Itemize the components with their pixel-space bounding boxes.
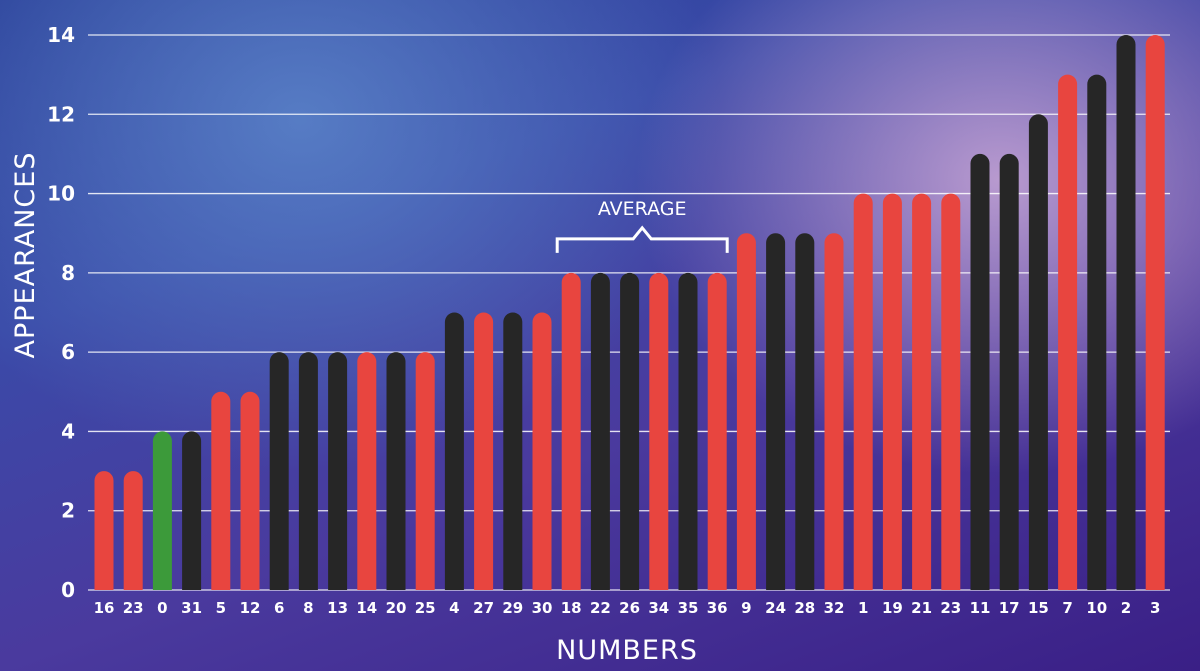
bar (415, 352, 435, 590)
x-tick-label: 12 (240, 599, 261, 617)
bar (444, 312, 464, 590)
x-tick-label: 11 (970, 599, 991, 617)
bar (386, 352, 406, 590)
bar (1145, 35, 1165, 591)
bar (824, 233, 844, 590)
y-tick-label: 14 (47, 23, 75, 47)
bar (620, 272, 640, 590)
x-tick-label: 25 (415, 599, 436, 617)
bar (853, 193, 873, 591)
x-tick-label: 23 (940, 599, 961, 617)
y-tick-label: 8 (61, 261, 75, 285)
x-axis-ticks: 16 23 0 31 5 12 6 8 13 14 20 25 4 27 29 30 18 22 26 34 35 36 9… (94, 599, 1161, 617)
x-tick-label: 0 (157, 599, 167, 617)
bar (182, 431, 202, 590)
x-tick-label: 15 (1028, 599, 1049, 617)
x-tick-label: 26 (619, 599, 640, 617)
x-tick-label: 2 (1121, 599, 1131, 617)
average-bracket (555, 225, 729, 253)
x-tick-label: 36 (707, 599, 728, 617)
y-tick-label: 12 (47, 102, 75, 126)
x-tick-label: 1 (858, 599, 868, 617)
bar (152, 431, 172, 590)
bar (882, 193, 902, 591)
bar (912, 193, 932, 591)
x-axis-title: NUMBERS (556, 635, 698, 666)
x-tick-label: 28 (794, 599, 815, 617)
bar (649, 272, 669, 590)
bar (766, 233, 786, 590)
bar (474, 312, 494, 590)
y-tick-label: 4 (61, 419, 75, 443)
bar (736, 233, 756, 590)
bar (999, 153, 1019, 590)
bar (707, 272, 727, 590)
x-tick-label: 14 (356, 599, 377, 617)
bar (561, 272, 581, 590)
average-label: AVERAGE (598, 198, 687, 220)
bar (1058, 74, 1078, 590)
bar (240, 391, 260, 590)
x-tick-label: 24 (765, 599, 786, 617)
bar (970, 153, 990, 590)
x-tick-label: 21 (911, 599, 932, 617)
bar (678, 272, 698, 590)
x-tick-label: 27 (473, 599, 494, 617)
bar (1087, 74, 1107, 590)
x-tick-label: 16 (94, 599, 115, 617)
x-tick-label: 20 (386, 599, 407, 617)
x-tick-label: 9 (741, 599, 751, 617)
x-tick-label: 18 (561, 599, 582, 617)
bar (1116, 35, 1136, 591)
y-axis-title: APPEARANCES (10, 152, 41, 359)
x-tick-label: 35 (678, 599, 699, 617)
x-tick-label: 30 (532, 599, 553, 617)
bar (532, 312, 552, 590)
bar (795, 233, 815, 590)
x-tick-label: 17 (999, 599, 1020, 617)
bar (941, 193, 961, 591)
average-annotation: AVERAGE (555, 198, 729, 253)
y-tick-label: 10 (47, 182, 75, 206)
x-tick-label: 31 (181, 599, 202, 617)
bar (94, 471, 114, 590)
x-tick-label: 23 (123, 599, 144, 617)
x-tick-label: 4 (449, 599, 459, 617)
x-tick-label: 6 (274, 599, 284, 617)
x-tick-label: 22 (590, 599, 611, 617)
x-tick-label: 13 (327, 599, 348, 617)
x-tick-label: 10 (1086, 599, 1107, 617)
x-tick-label: 29 (502, 599, 523, 617)
bar (298, 352, 318, 590)
x-tick-label: 19 (882, 599, 903, 617)
bar (328, 352, 348, 590)
y-tick-label: 0 (61, 578, 75, 602)
x-tick-label: 32 (824, 599, 845, 617)
x-tick-label: 34 (648, 599, 669, 617)
bar (211, 391, 231, 590)
y-tick-label: 6 (61, 340, 75, 364)
bar (357, 352, 377, 590)
bar (590, 272, 610, 590)
bars (94, 35, 1165, 591)
x-tick-label: 7 (1062, 599, 1072, 617)
bar (123, 471, 143, 590)
y-tick-label: 2 (61, 499, 75, 523)
bar (503, 312, 523, 590)
x-tick-label: 3 (1150, 599, 1160, 617)
bar (269, 352, 289, 590)
y-axis-ticks: 0 2 4 6 8 10 12 14 (47, 23, 75, 602)
x-tick-label: 5 (216, 599, 226, 617)
x-tick-label: 8 (303, 599, 313, 617)
bar (1028, 114, 1048, 591)
